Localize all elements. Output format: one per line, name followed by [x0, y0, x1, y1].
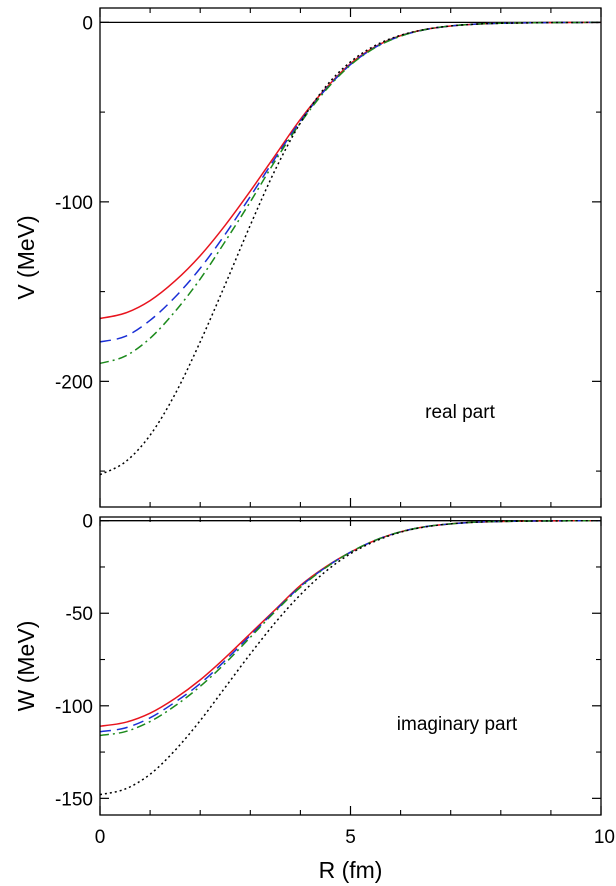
x-axis-label: R (fm) [319, 857, 383, 883]
y-tick-label: -200 [55, 372, 93, 393]
y-tick-label: 0 [82, 512, 93, 533]
real-part-panel: 0 -100 -200 V (MeV) real part [13, 7, 602, 508]
plot-frame [99, 516, 602, 816]
y-axis-label: W (MeV) [13, 621, 39, 712]
panel-annotation: imaginary part [397, 714, 518, 735]
series-black-dotted [100, 519, 601, 796]
x-tick-label: 5 [345, 827, 356, 848]
series-blue-dashed [100, 519, 601, 733]
series-red-solid [100, 21, 601, 320]
plot-frame [99, 7, 602, 508]
y-tick-label: -100 [55, 697, 93, 718]
y-tick-label: -150 [55, 789, 93, 810]
x-tick-label: 0 [95, 827, 106, 848]
series-black-dotted [100, 21, 601, 476]
series-green-dash-dot [100, 519, 601, 737]
series-blue-dashed [100, 21, 601, 343]
y-tick-label: -100 [55, 193, 93, 214]
y-tick-label: 0 [82, 13, 93, 34]
panel-annotation: real part [425, 402, 495, 423]
y-tick-label: -50 [66, 604, 93, 625]
x-tick-label: 10 [594, 827, 615, 848]
y-axis-label: V (MeV) [13, 215, 39, 299]
series-green-dash-dot [100, 21, 601, 365]
